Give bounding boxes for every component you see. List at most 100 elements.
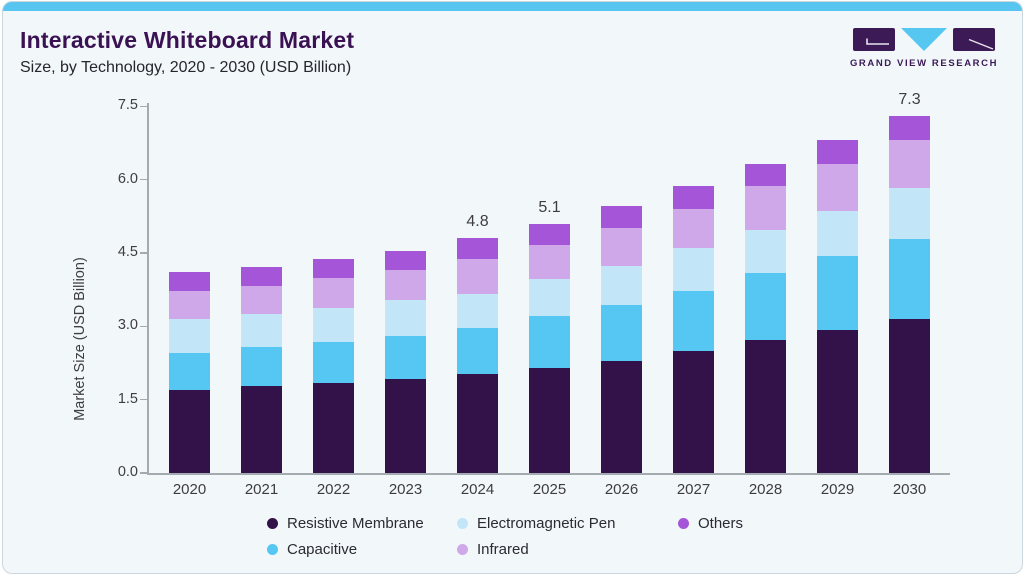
bar-segment-others [385,250,426,270]
legend-dot-icon [267,517,278,529]
bar-segment-resistive-membrane [817,330,858,473]
bar-segment-infrared [889,139,930,189]
x-axis-label: 2024 [460,481,495,498]
y-tick-label: 0.0 [117,464,138,480]
bar-segment-electromagnetic-pen [457,293,498,329]
legend-dot-icon [678,517,689,529]
x-axis-label: 2022 [316,481,351,498]
legend-label: Resistive Membrane [287,514,424,532]
bar-segment-electromagnetic-pen [889,188,930,239]
bar-segment-electromagnetic-pen [601,265,642,305]
bar-segment-electromagnetic-pen [529,279,570,317]
bar-segment-capacitive [601,304,642,361]
y-tick-mark [140,178,148,181]
grand-view-research-logo: GRAND VIEW RESEARCH [849,28,999,69]
bar-segment-capacitive [313,342,354,383]
logo-r-mark-icon [953,28,995,51]
bar-segment-infrared [529,244,570,280]
top-accent-bar [3,2,1022,11]
bar-segment-capacitive [817,256,858,331]
legend-label: Capacitive [287,540,358,558]
bar-segment-others [457,238,498,259]
bar-segment-capacitive [745,273,786,341]
y-tick-label: 4.5 [117,243,138,260]
bar-segment-capacitive [673,291,714,352]
y-axis-title: Market Size (USD Billion) [72,257,88,421]
x-axis-line [147,473,950,475]
bar-segment-capacitive [241,346,282,387]
bar-segment-electromagnetic-pen [817,210,858,257]
x-axis-label: 2020 [172,481,207,498]
bar-segment-infrared [673,208,714,248]
x-axis-label: 2025 [532,481,567,498]
bar-segment-resistive-membrane [313,382,354,473]
y-tick-mark [140,105,148,107]
y-tick-label: 3.0 [117,317,138,334]
x-axis-label: 2027 [676,481,711,498]
x-axis-label: 2026 [604,481,639,498]
bar-segment-others [745,164,786,187]
bar-segment-resistive-membrane [169,389,210,473]
logo-wordmark: GRAND VIEW RESEARCH [849,58,999,69]
bar-segment-others [601,206,642,228]
bar-segment-infrared [601,227,642,266]
bar-segment-others [169,271,210,291]
bar-segment-others [889,116,930,140]
bar-segment-infrared [745,186,786,231]
bar-segment-electromagnetic-pen [745,230,786,274]
legend-item-infrared: Infrared [457,538,678,560]
bar-segment-infrared [385,269,426,300]
legend-dot-icon [457,543,468,555]
bar-segment-capacitive [457,328,498,374]
bar-value-label: 4.8 [466,213,489,231]
bar-segment-capacitive [529,316,570,368]
chart-legend: Resistive Membrane Electromagnetic Pen Oth… [267,512,743,560]
bar-segment-infrared [457,258,498,294]
legend-item-resistive-membrane: Resistive Membrane [267,512,457,534]
legend-item-capacitive: Capacitive [267,538,457,560]
bar-segment-resistive-membrane [241,386,282,473]
legend-item-electromagnetic-pen: Electromagnetic Pen [457,512,678,534]
bar-segment-others [529,223,570,245]
bar-segment-resistive-membrane [529,367,570,473]
y-tick-label: 6.0 [117,170,138,187]
bar-segment-infrared [817,164,858,211]
logo-marks [849,28,999,52]
x-axis-label: 2021 [244,481,279,498]
x-axis-label: 2028 [748,481,783,498]
y-tick-mark [140,252,148,254]
y-tick-label: 1.5 [117,390,138,407]
bar-value-label: 5.1 [538,198,561,216]
bar-value-label: 7.3 [898,91,921,109]
bar-segment-resistive-membrane [673,351,714,473]
bar-segment-others [673,186,714,209]
page-subtitle: Size, by Technology, 2020 - 2030 (USD Bi… [20,59,352,76]
y-tick-mark [140,398,148,401]
bar-segment-electromagnetic-pen [673,247,714,292]
bar-segment-others [241,266,282,287]
bar-segment-resistive-membrane [745,340,786,473]
bar-segment-infrared [241,286,282,315]
y-axis-line [147,103,149,473]
logo-g-mark-icon [853,28,895,51]
legend-item-others: Others [678,512,743,534]
legend-label: Infrared [477,540,529,558]
bar-segment-electromagnetic-pen [313,307,354,343]
x-axis-label: 2029 [820,481,855,498]
bar-segment-electromagnetic-pen [169,318,210,353]
logo-v-triangle-icon [901,28,947,51]
bar-segment-resistive-membrane [457,373,498,473]
legend-dot-icon [457,517,468,529]
bar-segment-electromagnetic-pen [241,314,282,347]
legend-label: Electromagnetic Pen [477,514,616,532]
bar-segment-resistive-membrane [601,360,642,473]
bar-segment-resistive-membrane [385,378,426,473]
y-tick-mark [140,472,148,474]
page-title: Interactive Whiteboard Market [20,27,355,53]
bar-segment-capacitive [889,238,930,319]
bar-segment-infrared [169,290,210,319]
bar-segment-infrared [313,278,354,308]
bar-segment-capacitive [169,352,210,390]
